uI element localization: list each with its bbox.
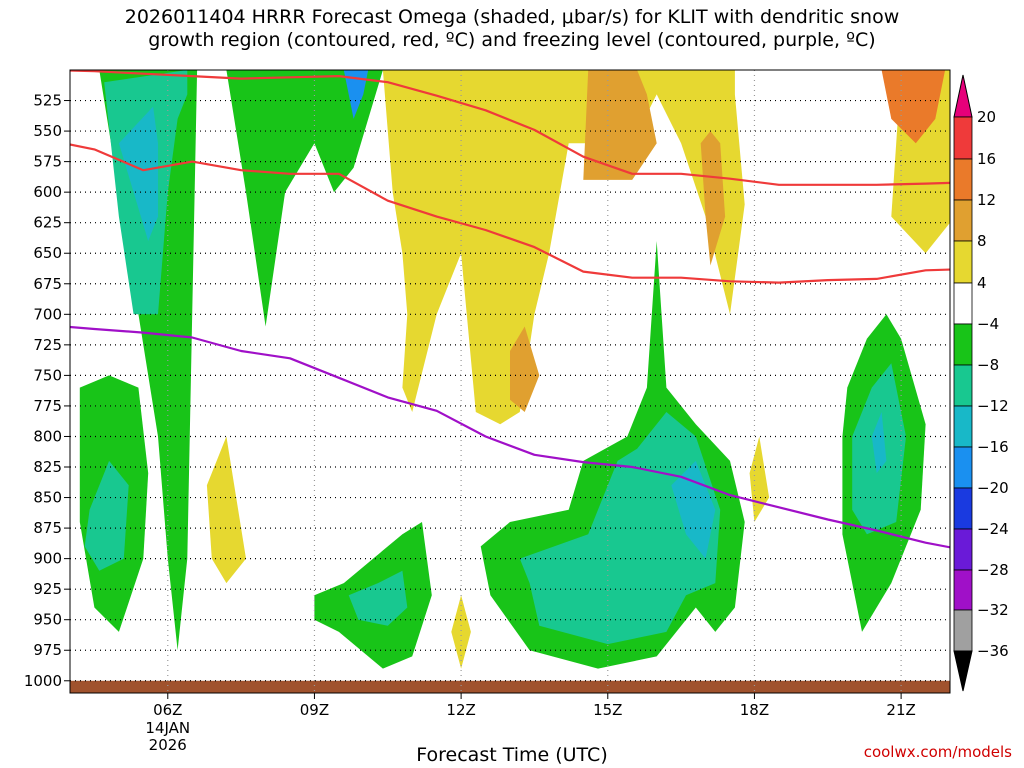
- y-tick-label: 725: [33, 336, 62, 354]
- colorbar-label: −20: [977, 479, 1009, 497]
- dendritic-snow-growth-region-line-0: [70, 70, 950, 186]
- colorbar-label: 12: [977, 191, 996, 209]
- x-tick-label: 15Z: [593, 701, 622, 719]
- y-tick-label: 600: [33, 183, 62, 201]
- colorbar-label: −4: [977, 315, 999, 333]
- omega-region-11: [700, 131, 726, 266]
- chart-title-line-2: growth region (contoured, red, ºC) and f…: [148, 29, 876, 51]
- omega-region-12: [510, 326, 540, 412]
- grid: [70, 70, 950, 693]
- colorbar-label: 20: [977, 108, 996, 126]
- chart-title: 2026011404 HRRR Forecast Omega (shaded, …: [0, 6, 1024, 52]
- colorbar-label: 4: [977, 274, 987, 292]
- colorbar-label: 8: [977, 232, 987, 250]
- omega-region-1: [226, 70, 383, 327]
- y-tick-label: 800: [33, 427, 62, 445]
- omega-region-4: [343, 70, 369, 119]
- x-tick-label: 12Z: [446, 701, 475, 719]
- colorbar-bin: [953, 282, 973, 325]
- x-tick-label: 21Z: [886, 701, 915, 719]
- y-tick-label: 925: [33, 580, 62, 598]
- colorbar-label: −24: [977, 520, 1009, 538]
- colorbar-bin: [953, 116, 973, 160]
- y-tick-label: 950: [33, 611, 62, 629]
- x-tick-label: 09Z: [300, 701, 329, 719]
- colorbar-bin: [953, 528, 973, 571]
- ground-surface: [70, 680, 950, 693]
- colorbar-bin: [953, 487, 973, 530]
- y-tick-label: 625: [33, 214, 62, 232]
- omega-region-9: [451, 595, 471, 669]
- colorbar-label: −32: [977, 601, 1009, 619]
- omega-region-5: [382, 70, 745, 425]
- x-tick-label: 06Z: [153, 701, 182, 719]
- y-tick-label: 775: [33, 397, 62, 415]
- y-tick-label: 750: [33, 366, 62, 384]
- x-tick-sublabel: 14JAN: [145, 719, 190, 737]
- y-tick-label: 575: [33, 153, 62, 171]
- colorbar-label: −8: [977, 356, 999, 374]
- y-tick-label: 850: [33, 489, 62, 507]
- colorbar-bin: [953, 364, 973, 407]
- colorbar-bin: [953, 609, 973, 652]
- y-tick-label: 550: [33, 122, 62, 140]
- contours: [70, 70, 950, 549]
- x-axis-title: Forecast Time (UTC): [416, 744, 608, 766]
- colorbar-bin: [953, 650, 973, 692]
- chart-title-line-1: 2026011404 HRRR Forecast Omega (shaded, …: [124, 6, 900, 28]
- y-tick-label: 700: [33, 305, 62, 323]
- colorbar-label: −28: [977, 561, 1009, 579]
- y-axis: 525 550 575 600 625 650 675 700 725 750 775 800 825 8…: [24, 92, 70, 690]
- y-tick-label: 875: [33, 519, 62, 537]
- dendritic-snow-growth-region-line-1: [70, 143, 950, 284]
- freezing-level-line-0: [70, 325, 950, 549]
- y-tick-label: 825: [33, 458, 62, 476]
- colorbar-label: −36: [977, 642, 1009, 660]
- omega-region-10: [583, 70, 657, 180]
- omega-region-3: [118, 106, 158, 241]
- y-tick-label: 975: [33, 641, 62, 659]
- y-tick-label: 1000: [24, 672, 62, 690]
- colorbar-bin: [953, 405, 973, 448]
- omega-region-18: [348, 570, 408, 626]
- colorbar-bin: [953, 199, 973, 242]
- y-tick-label: 675: [33, 275, 62, 293]
- colorbar-label: 16: [977, 150, 996, 168]
- colorbar-bin: [953, 446, 973, 489]
- omega-region-21: [871, 412, 887, 474]
- omega-region-23: [84, 460, 129, 571]
- colorbar-bin: [953, 158, 973, 201]
- y-tick-label: 650: [33, 244, 62, 262]
- plot-frame: [69, 69, 951, 694]
- colorbar: 20 16 12 8 4 −4 −8 −12 −16 −20 −24 −28 −32 −36: [953, 74, 1009, 692]
- omega-shading: [70, 70, 950, 693]
- y-tick-label: 900: [33, 550, 62, 568]
- credit-link[interactable]: coolwx.com/models: [863, 743, 1012, 761]
- colorbar-bin: [953, 569, 973, 611]
- colorbar-label: −12: [977, 397, 1009, 415]
- colorbar-bin: [953, 74, 973, 118]
- colorbar-bin: [953, 323, 973, 366]
- colorbar-bin: [953, 240, 973, 284]
- omega-region-13: [881, 70, 946, 144]
- x-tick-sublabel: 2026: [149, 736, 187, 754]
- x-tick-label: 18Z: [740, 701, 769, 719]
- y-tick-label: 525: [33, 92, 62, 110]
- colorbar-label: −16: [977, 438, 1009, 456]
- omega-region-7: [206, 436, 246, 584]
